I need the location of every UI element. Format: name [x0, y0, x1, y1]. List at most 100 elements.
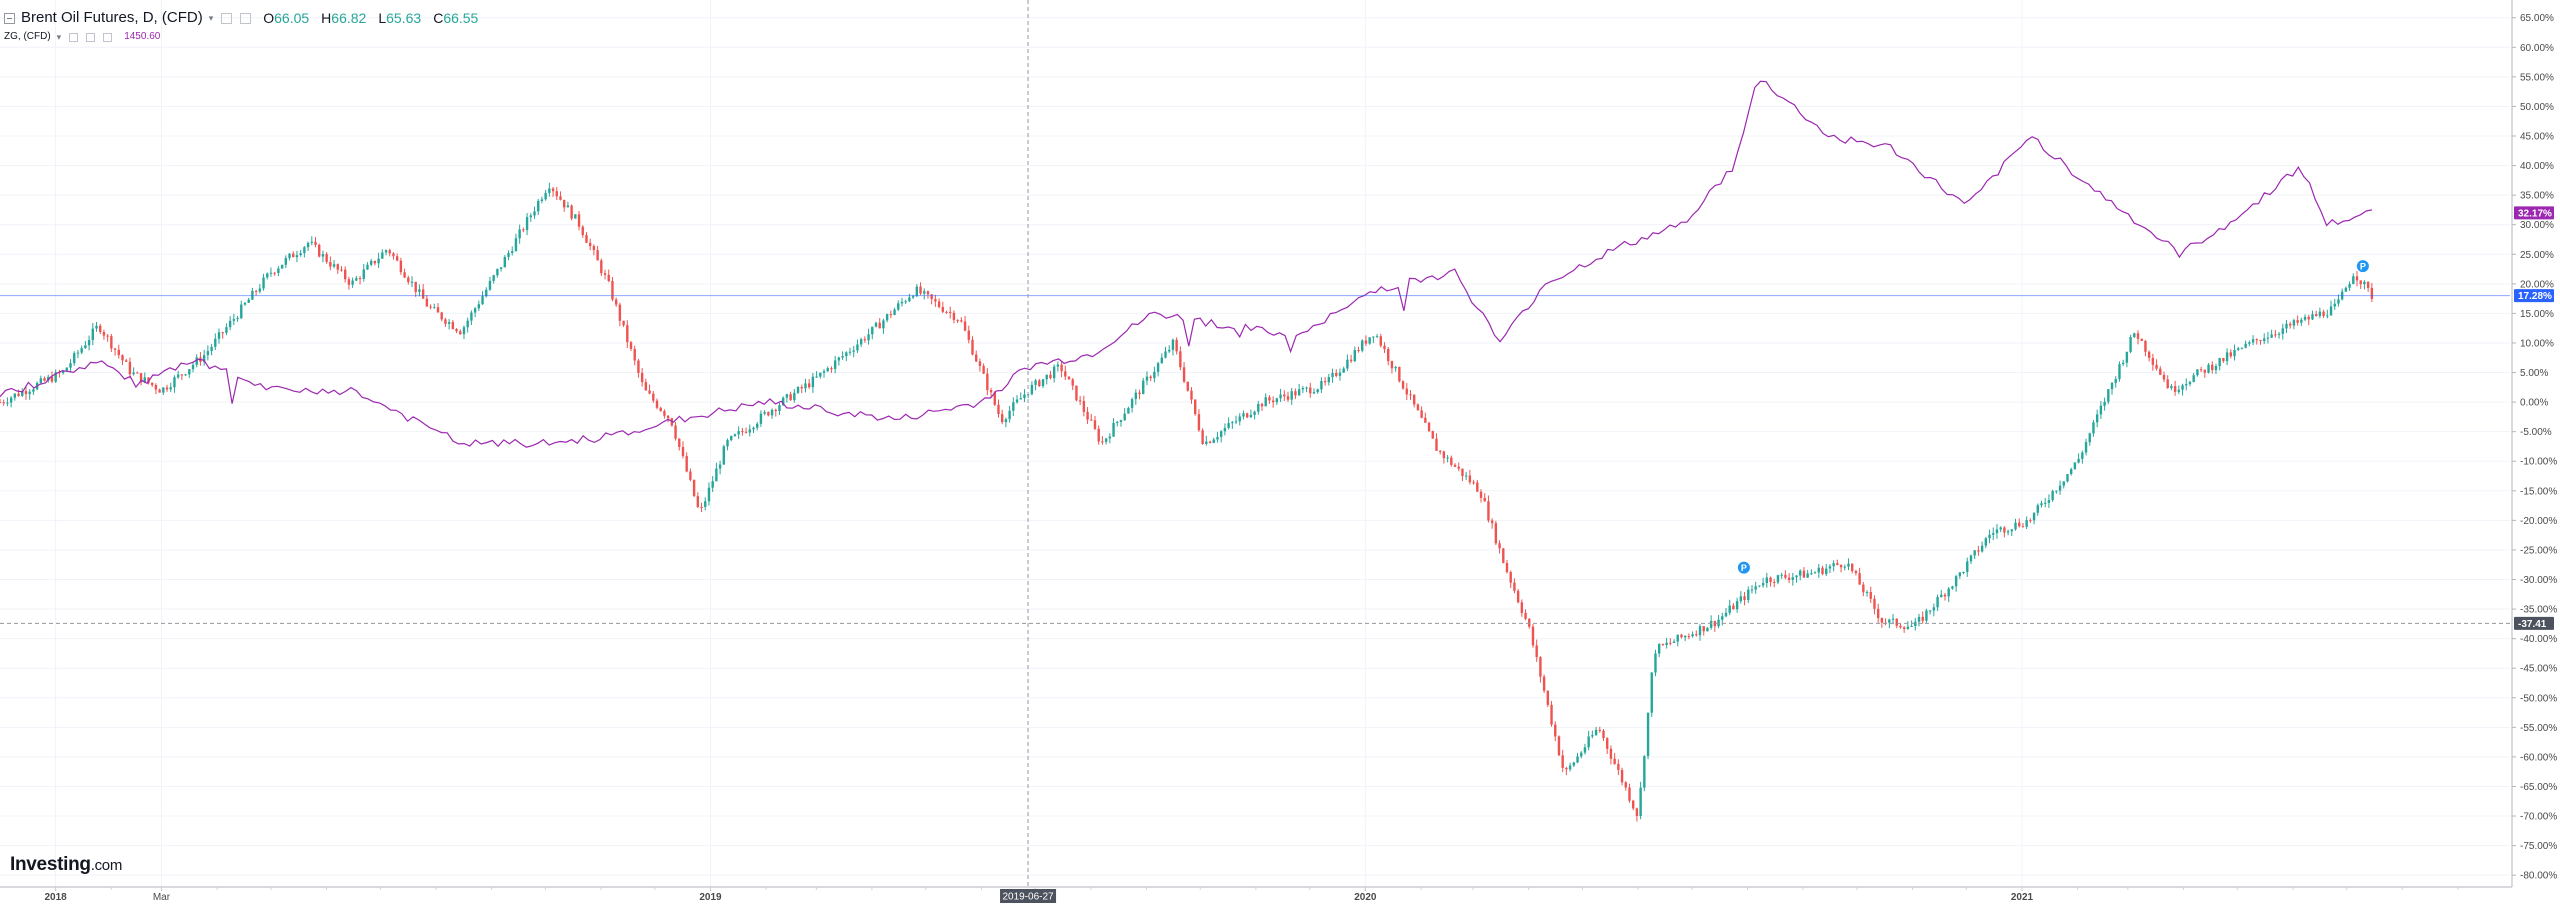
candle — [845, 351, 848, 362]
candle-body — [1216, 436, 1219, 440]
crosshair-x-badge-bg — [1000, 889, 1057, 903]
candle-body — [429, 306, 432, 308]
candle-body — [1134, 392, 1138, 400]
candle-body — [303, 247, 306, 254]
candle — [2337, 294, 2340, 307]
candle-body — [1568, 765, 1572, 770]
candle-body — [1672, 641, 1676, 643]
marker-label: P — [1741, 563, 1747, 573]
x-tick-label: Mar — [153, 892, 171, 903]
y-tick-label: -70.00% — [2520, 812, 2557, 823]
candle-body — [373, 260, 377, 264]
compare-symbol[interactable]: ZG, (CFD) — [4, 31, 51, 42]
candle — [343, 266, 347, 283]
candle — [1850, 563, 1854, 574]
candle — [978, 358, 982, 372]
candle — [867, 328, 870, 345]
y-tick-label: 65.00% — [2520, 13, 2554, 24]
candle-body — [188, 369, 191, 375]
candle — [2270, 329, 2273, 338]
candle-body — [273, 272, 276, 274]
candle — [952, 310, 956, 324]
candle-body — [451, 322, 455, 329]
candle — [1583, 743, 1587, 755]
candle — [80, 345, 83, 355]
candle — [1539, 656, 1542, 683]
candle — [425, 295, 429, 307]
candle-body — [1954, 576, 1958, 587]
y-tick-label: 35.00% — [2520, 191, 2554, 202]
candle-body — [425, 298, 429, 307]
event-marker[interactable]: P — [2355, 259, 2370, 274]
candle-body — [1806, 573, 1809, 578]
candle-body — [993, 392, 996, 405]
eye-icon[interactable] — [221, 12, 233, 24]
candle-body — [1034, 380, 1037, 385]
candle — [1052, 364, 1056, 383]
candle — [451, 319, 455, 330]
candle — [128, 357, 132, 379]
candle — [704, 497, 707, 511]
candle-body — [158, 389, 161, 393]
candle — [1268, 395, 1271, 404]
candle-body — [99, 325, 102, 332]
candle — [2255, 338, 2258, 345]
candle-body — [462, 327, 466, 335]
y-tick-label: 20.00% — [2520, 279, 2554, 290]
chevron-down-icon[interactable]: ▾ — [56, 32, 62, 42]
candle-body — [1888, 619, 1891, 623]
candle — [2340, 288, 2344, 301]
candle — [2099, 401, 2103, 419]
candle-body — [2058, 485, 2062, 491]
candle — [1368, 337, 1371, 345]
legend-symbol[interactable]: Brent Oil Futures, D, (CFD) — [21, 9, 203, 26]
candle-body — [180, 374, 184, 376]
candle — [54, 369, 57, 384]
candle — [1494, 520, 1498, 546]
event-marker[interactable]: P — [1736, 560, 1751, 575]
candle — [1813, 571, 1817, 574]
candle-body — [1557, 736, 1561, 756]
chevron-down-icon[interactable]: ▾ — [208, 13, 214, 23]
candle-body — [1260, 403, 1264, 407]
eye-icon[interactable] — [69, 32, 79, 42]
candle — [299, 249, 302, 257]
candle-body — [1175, 339, 1178, 352]
candle-body — [347, 279, 351, 285]
y-tick-label: -60.00% — [2520, 752, 2557, 763]
candle-body — [1153, 371, 1156, 379]
candle-body — [2040, 503, 2043, 506]
candle — [2029, 518, 2032, 523]
candle-body — [1130, 399, 1134, 408]
legend-high: H66.82 — [321, 10, 367, 26]
candle — [1606, 737, 1609, 755]
candle-body — [830, 368, 833, 370]
candle-body — [1249, 414, 1253, 418]
candle-body — [1487, 501, 1490, 521]
candle-body — [1977, 550, 1980, 552]
candle — [2077, 453, 2080, 464]
close-icon[interactable] — [103, 32, 113, 42]
candle — [1646, 712, 1650, 760]
candle-body — [39, 378, 43, 384]
candle — [548, 182, 551, 197]
candle-body — [318, 244, 321, 257]
candle-body — [2370, 287, 2374, 299]
collapse-legend-icon[interactable] — [4, 12, 15, 24]
candle-body — [2240, 347, 2244, 349]
candle — [1828, 564, 1832, 574]
candle — [982, 363, 985, 375]
candle — [1149, 375, 1152, 382]
candle — [1231, 420, 1234, 429]
candle-body — [1661, 644, 1665, 646]
candle — [1216, 431, 1219, 443]
candle-body — [2251, 339, 2255, 343]
settings-icon[interactable] — [240, 12, 252, 24]
candle — [1591, 730, 1594, 739]
candle — [158, 388, 161, 393]
candle-body — [1869, 591, 1872, 599]
settings-icon[interactable] — [86, 32, 96, 42]
candle — [756, 421, 759, 431]
